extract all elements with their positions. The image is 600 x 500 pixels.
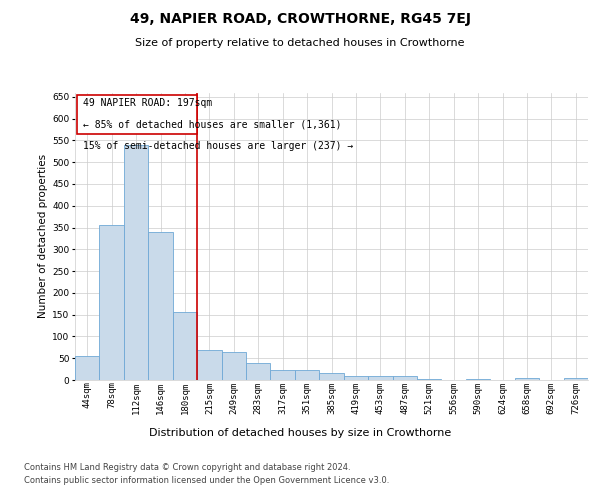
Bar <box>319 374 344 380</box>
Bar <box>197 350 221 380</box>
Bar <box>246 362 271 380</box>
Bar <box>295 370 319 380</box>
Bar <box>417 378 442 380</box>
Text: Contains HM Land Registry data © Crown copyright and database right 2024.: Contains HM Land Registry data © Crown c… <box>24 462 350 471</box>
Bar <box>563 378 588 380</box>
Bar <box>344 376 368 380</box>
Bar <box>515 378 539 380</box>
Text: Size of property relative to detached houses in Crowthorne: Size of property relative to detached ho… <box>135 38 465 48</box>
Text: 49, NAPIER ROAD, CROWTHORNE, RG45 7EJ: 49, NAPIER ROAD, CROWTHORNE, RG45 7EJ <box>130 12 470 26</box>
Text: 15% of semi-detached houses are larger (237) →: 15% of semi-detached houses are larger (… <box>83 140 353 150</box>
Bar <box>221 352 246 380</box>
Bar <box>124 145 148 380</box>
Text: ← 85% of detached houses are smaller (1,361): ← 85% of detached houses are smaller (1,… <box>83 119 341 129</box>
Bar <box>100 226 124 380</box>
Text: 49 NAPIER ROAD: 197sqm: 49 NAPIER ROAD: 197sqm <box>83 98 212 108</box>
Bar <box>75 356 100 380</box>
Text: Contains public sector information licensed under the Open Government Licence v3: Contains public sector information licen… <box>24 476 389 485</box>
Bar <box>368 376 392 380</box>
Bar <box>173 312 197 380</box>
FancyBboxPatch shape <box>77 94 197 134</box>
Text: Distribution of detached houses by size in Crowthorne: Distribution of detached houses by size … <box>149 428 451 438</box>
Bar <box>271 370 295 380</box>
Bar <box>148 232 173 380</box>
Y-axis label: Number of detached properties: Number of detached properties <box>38 154 48 318</box>
Bar <box>392 376 417 380</box>
Bar <box>466 378 490 380</box>
